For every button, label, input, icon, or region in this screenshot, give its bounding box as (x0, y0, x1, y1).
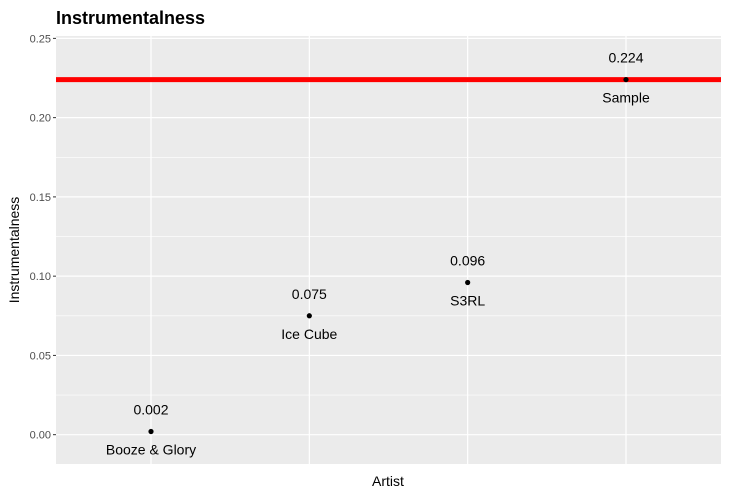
grid-minor (56, 77, 721, 396)
data-point (623, 76, 629, 83)
y-tick-label: 0.00 (30, 430, 51, 442)
y-tick-label: 0.05 (30, 350, 51, 362)
artist-label: S3RL (450, 292, 485, 308)
value-label: 0.002 (133, 402, 168, 418)
y-axis-title: Instrumentalness (6, 197, 22, 304)
data-point (148, 428, 154, 435)
grid-major (56, 36, 721, 464)
artist-label: Ice Cube (281, 326, 337, 342)
y-tick-label: 0.15 (30, 192, 51, 204)
value-label: 0.075 (292, 286, 327, 302)
data-point (306, 313, 312, 319)
plot-panel (56, 36, 721, 464)
points-group: 0.002 Booze & Glory 0.075 Ice Cube 0.096 S3RL… (106, 50, 650, 458)
data-point (465, 279, 471, 286)
y-axis-ticks: 0.00 0.05 0.10 0.15 0.20 0.25 (30, 33, 56, 442)
x-axis-title: Artist (372, 473, 404, 489)
y-tick-label: 0.25 (30, 33, 51, 45)
artist-label: Booze & Glory (106, 442, 196, 458)
value-label: 0.096 (450, 252, 485, 268)
value-label: 0.224 (608, 50, 643, 66)
chart-title: Instrumentalness (56, 8, 205, 28)
artist-label: Sample (602, 90, 650, 106)
y-tick-label: 0.10 (30, 271, 51, 283)
y-tick-label: 0.20 (30, 113, 51, 125)
